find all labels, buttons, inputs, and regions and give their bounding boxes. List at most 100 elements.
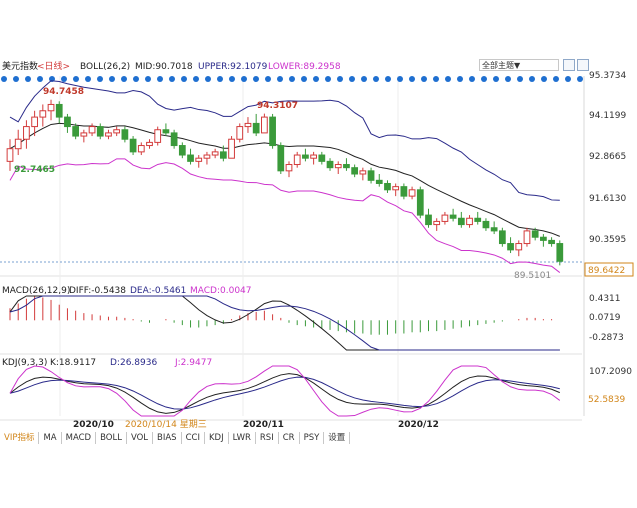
event-dot [253, 76, 259, 82]
kdj-label: KDJ(9,3,3) [2, 358, 47, 368]
candle-body [367, 170, 375, 181]
boll-mid: MID:90.7018 [135, 62, 193, 72]
tab-macd[interactable]: MACD [62, 432, 97, 444]
event-dot [373, 76, 379, 82]
macd-panel[interactable] [9, 295, 560, 351]
candle-body [88, 126, 96, 134]
event-dots[interactable] [1, 76, 583, 82]
candle-body [523, 230, 531, 245]
tab-cr[interactable]: CR [279, 432, 300, 444]
event-dot [121, 76, 127, 82]
candle-body [343, 164, 350, 169]
tab-boll[interactable]: BOLL [96, 432, 127, 444]
candle-body [466, 217, 473, 226]
candle-body [392, 186, 400, 191]
macd-axis: 0.4311 0.0719 -0.2873 [589, 294, 624, 343]
candle-body [129, 138, 137, 153]
event-dot [169, 76, 175, 82]
event-dot [505, 76, 511, 82]
candle-body [203, 154, 211, 159]
event-dot [517, 76, 523, 82]
event-dot [553, 76, 559, 82]
event-dot [265, 76, 271, 82]
stock-chart[interactable]: 美元指数 <日线> BOLL(26,2) MID:90.7018 UPPER:9… [0, 0, 637, 445]
candle-body [277, 145, 285, 172]
kdj-tick: 107.2090 [589, 367, 632, 377]
event-dot [325, 76, 331, 82]
price-tick: 90.3595 [589, 235, 626, 245]
candle-body [441, 214, 449, 222]
tab-psy[interactable]: PSY [300, 432, 325, 444]
event-dot [541, 76, 547, 82]
price-axis: 95.3734 94.1199 92.8665 91.6130 90.3595 [589, 71, 626, 245]
boll-lower: LOWER:89.2958 [268, 62, 341, 72]
event-dot [433, 76, 439, 82]
candle-body [326, 160, 334, 169]
candle-body [531, 230, 539, 238]
event-dot [361, 76, 367, 82]
event-dot [229, 76, 235, 82]
layout-icon[interactable] [563, 59, 575, 71]
tab-vip[interactable]: VIP指标 [0, 432, 40, 444]
candle-body [137, 145, 145, 153]
event-dot [313, 76, 319, 82]
macd-value: MACD:0.0047 [190, 286, 252, 296]
event-dot [133, 76, 139, 82]
candle-body [498, 230, 506, 245]
tab-kdj[interactable]: KDJ [205, 432, 229, 444]
settings-icon[interactable] [577, 59, 589, 71]
last-price-box [584, 262, 634, 277]
theme-dropdown[interactable]: 全部主题▼ [479, 59, 559, 71]
tab-cci[interactable]: CCI [182, 432, 205, 444]
candle-body [252, 122, 260, 134]
candle-body [556, 243, 564, 262]
event-dot [421, 76, 427, 82]
event-dot [181, 76, 187, 82]
kdj-panel[interactable] [9, 365, 561, 417]
tab-settings[interactable]: 设置 [324, 432, 351, 444]
candle-body [433, 220, 441, 226]
price-panel[interactable] [6, 80, 564, 273]
candle-body [334, 164, 342, 169]
high-label-2: 94.3107 [257, 101, 298, 111]
candle-body [490, 227, 498, 232]
kdj-d: D:26.8936 [110, 358, 157, 368]
event-dot [97, 76, 103, 82]
boll-lower-line [9, 158, 561, 273]
low-label-2: 89.5101 [514, 271, 551, 281]
period-label[interactable]: <日线> [37, 60, 70, 72]
tab-lwr[interactable]: LWR [229, 432, 256, 444]
kdj-j: J:2.9477 [174, 358, 212, 368]
event-dot [205, 76, 211, 82]
price-tick: 92.8665 [589, 152, 626, 162]
tab-bias[interactable]: BIAS [153, 432, 182, 444]
price-tick: 91.6130 [589, 194, 626, 204]
candle-body [195, 157, 203, 162]
candle-body [384, 182, 391, 191]
candle-body [14, 138, 22, 150]
event-dot [385, 76, 391, 82]
candle-body [113, 129, 121, 134]
candle-body [375, 179, 383, 184]
event-dot [241, 76, 247, 82]
tab-rsi[interactable]: RSI [256, 432, 279, 444]
event-dot [61, 76, 67, 82]
event-dot [445, 76, 451, 82]
candle-body [449, 214, 457, 219]
candle-body [540, 236, 547, 241]
macd-diff: DIFF:-0.5438 [69, 286, 126, 296]
event-dot [397, 76, 403, 82]
event-dot [493, 76, 499, 82]
candle-body [6, 148, 14, 162]
candle-body [408, 189, 416, 197]
event-dot [349, 76, 355, 82]
tab-ma[interactable]: MA [39, 432, 62, 444]
tab-vol[interactable]: VOL [127, 432, 154, 444]
candle-body [507, 243, 514, 251]
event-dot [145, 76, 151, 82]
event-dot [13, 76, 19, 82]
candle-body [425, 214, 432, 226]
candle-body [162, 129, 170, 134]
price-tick: 94.1199 [589, 111, 626, 121]
event-dot [25, 76, 31, 82]
